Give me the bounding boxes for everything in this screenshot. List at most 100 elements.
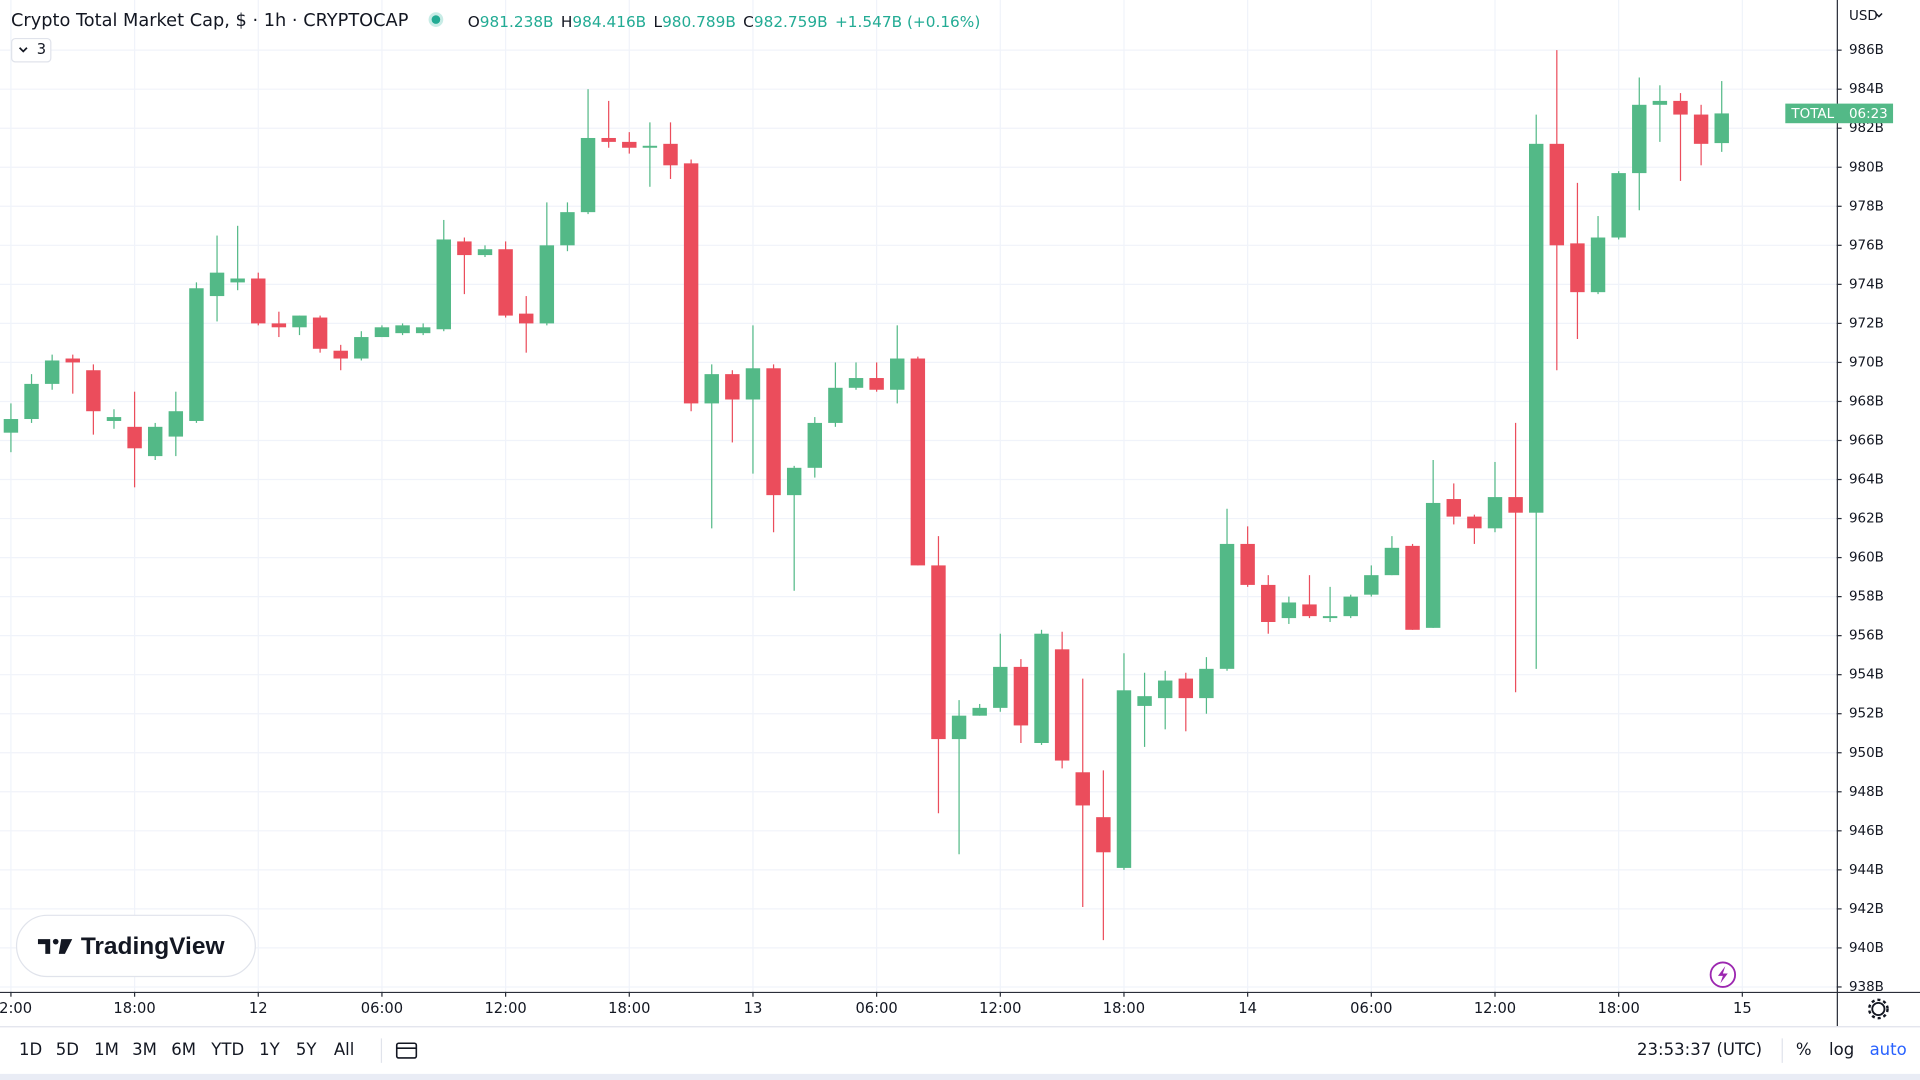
logo-mark-t	[37, 939, 51, 954]
clock[interactable]: 23:53:37 (UTC)	[1637, 1040, 1762, 1059]
candle-body	[951, 715, 967, 740]
candle-body	[127, 426, 142, 449]
y-tick-label: 978B	[1849, 199, 1884, 214]
y-tick-label: 976B	[1849, 238, 1884, 253]
candle-body	[1343, 596, 1358, 617]
settings-gear[interactable]	[1871, 1001, 1886, 1017]
compare-button[interactable]	[395, 1042, 418, 1059]
range-button[interactable]: 5Y	[296, 1040, 318, 1059]
candle-body	[1281, 602, 1297, 619]
x-tick-label: 12:00	[1474, 1000, 1516, 1017]
ohlc-key: C	[743, 13, 754, 31]
y-tick-label: 960B	[1849, 551, 1884, 566]
candle-body	[24, 383, 39, 420]
series-name-label: TOTAL	[1790, 107, 1834, 122]
candle-body	[1322, 616, 1338, 619]
x-tick-label: 12	[249, 1000, 268, 1017]
candle-body	[168, 411, 184, 437]
y-tick-label: 950B	[1849, 746, 1884, 761]
x-tick-label: 14	[1238, 1000, 1257, 1017]
x-tick-label: 06:00	[361, 1000, 403, 1017]
range-button[interactable]: All	[334, 1040, 354, 1059]
logo[interactable]: TradingView	[15, 914, 256, 978]
settings-button[interactable]	[1867, 998, 1889, 1020]
candle-body	[1632, 104, 1647, 174]
logo-pill[interactable]	[15, 914, 256, 978]
candle-body	[1178, 678, 1194, 699]
chart-title: Crypto Total Market Cap, $ · 1h · CRYPTO…	[11, 11, 409, 31]
bottom-strip	[0, 1073, 1920, 1080]
candle-body	[663, 143, 678, 166]
candle-body	[1508, 497, 1523, 513]
candle-body	[1054, 649, 1070, 761]
calendar-icon[interactable]	[395, 1042, 418, 1059]
x-tick-label: 18:00	[608, 1000, 650, 1017]
status-dot	[431, 15, 441, 24]
y-tick-label: 964B	[1849, 473, 1884, 488]
x-tick-label: 12:00	[0, 1000, 32, 1017]
scale-button[interactable]: auto	[1870, 1040, 1907, 1059]
indicator-count: 3	[37, 41, 46, 58]
y-tick-label: 982B	[1849, 121, 1884, 136]
ohlc-legend: O981.238B H984.416B L980.789B C982.759B +1.5…	[468, 13, 981, 31]
lightning-button[interactable]	[1709, 961, 1737, 988]
candle-body	[292, 315, 307, 328]
candle-body	[1384, 547, 1400, 576]
range-button[interactable]: 5D	[56, 1040, 79, 1059]
y-tick-label: 970B	[1849, 355, 1884, 370]
scale-button[interactable]: log	[1829, 1040, 1854, 1059]
candle-body	[1302, 604, 1317, 617]
candle-body	[642, 145, 658, 148]
y-tick-label: 940B	[1849, 941, 1884, 956]
candle-body	[1364, 575, 1379, 595]
candle-body	[354, 337, 369, 359]
candle-body	[1096, 817, 1111, 853]
candle-body	[1219, 543, 1235, 669]
candle-body	[44, 360, 60, 384]
y-tick-label: 946B	[1849, 824, 1884, 839]
lightning-ring[interactable]	[1709, 961, 1737, 988]
x-tick-label: 18:00	[1103, 1000, 1145, 1017]
candle-body	[395, 325, 410, 334]
logo-mark-v	[58, 939, 73, 954]
range-button[interactable]: 1M	[94, 1040, 119, 1059]
x-tick-label: 06:00	[1350, 1000, 1392, 1017]
badge-chevron	[18, 47, 28, 53]
candle-body	[477, 249, 493, 256]
x-tick-label: 13	[744, 1000, 763, 1017]
candle-body	[498, 249, 513, 316]
candle-body	[931, 565, 946, 740]
x-tick-label: 12:00	[979, 1000, 1021, 1017]
candle-body	[230, 278, 245, 283]
y-tick-label: 958B	[1849, 590, 1884, 605]
ohlc-value: 980.789B	[662, 13, 736, 31]
range-button[interactable]: 1D	[19, 1040, 42, 1059]
scale-button[interactable]: %	[1796, 1040, 1812, 1059]
countdown-label: 06:23	[1849, 107, 1888, 122]
range-button[interactable]: 6M	[171, 1040, 196, 1059]
candle-body	[1487, 497, 1503, 529]
candle-body	[1199, 668, 1214, 699]
candle-body	[1590, 237, 1606, 293]
change-value: +1.547B (+0.16%)	[835, 13, 980, 31]
y-tick-label: 980B	[1849, 160, 1884, 175]
candle-body	[147, 426, 163, 457]
candle-body	[745, 368, 761, 400]
y-tick-label: 942B	[1849, 902, 1884, 917]
range-button[interactable]: 1Y	[259, 1040, 281, 1059]
candle-body	[457, 241, 472, 256]
badge-box[interactable]	[11, 37, 52, 63]
candle-body	[1611, 173, 1626, 238]
y-tick-label: 962B	[1849, 512, 1884, 527]
range-button[interactable]: YTD	[210, 1040, 244, 1059]
range-button[interactable]: 3M	[132, 1040, 157, 1059]
x-tick-label: 15	[1733, 1000, 1752, 1017]
currency-label[interactable]: USD	[1849, 9, 1878, 24]
candle-body	[86, 370, 101, 412]
candle-body	[1693, 114, 1709, 144]
indicator-badge[interactable]: 3	[11, 37, 52, 63]
candle-body	[1528, 143, 1544, 513]
